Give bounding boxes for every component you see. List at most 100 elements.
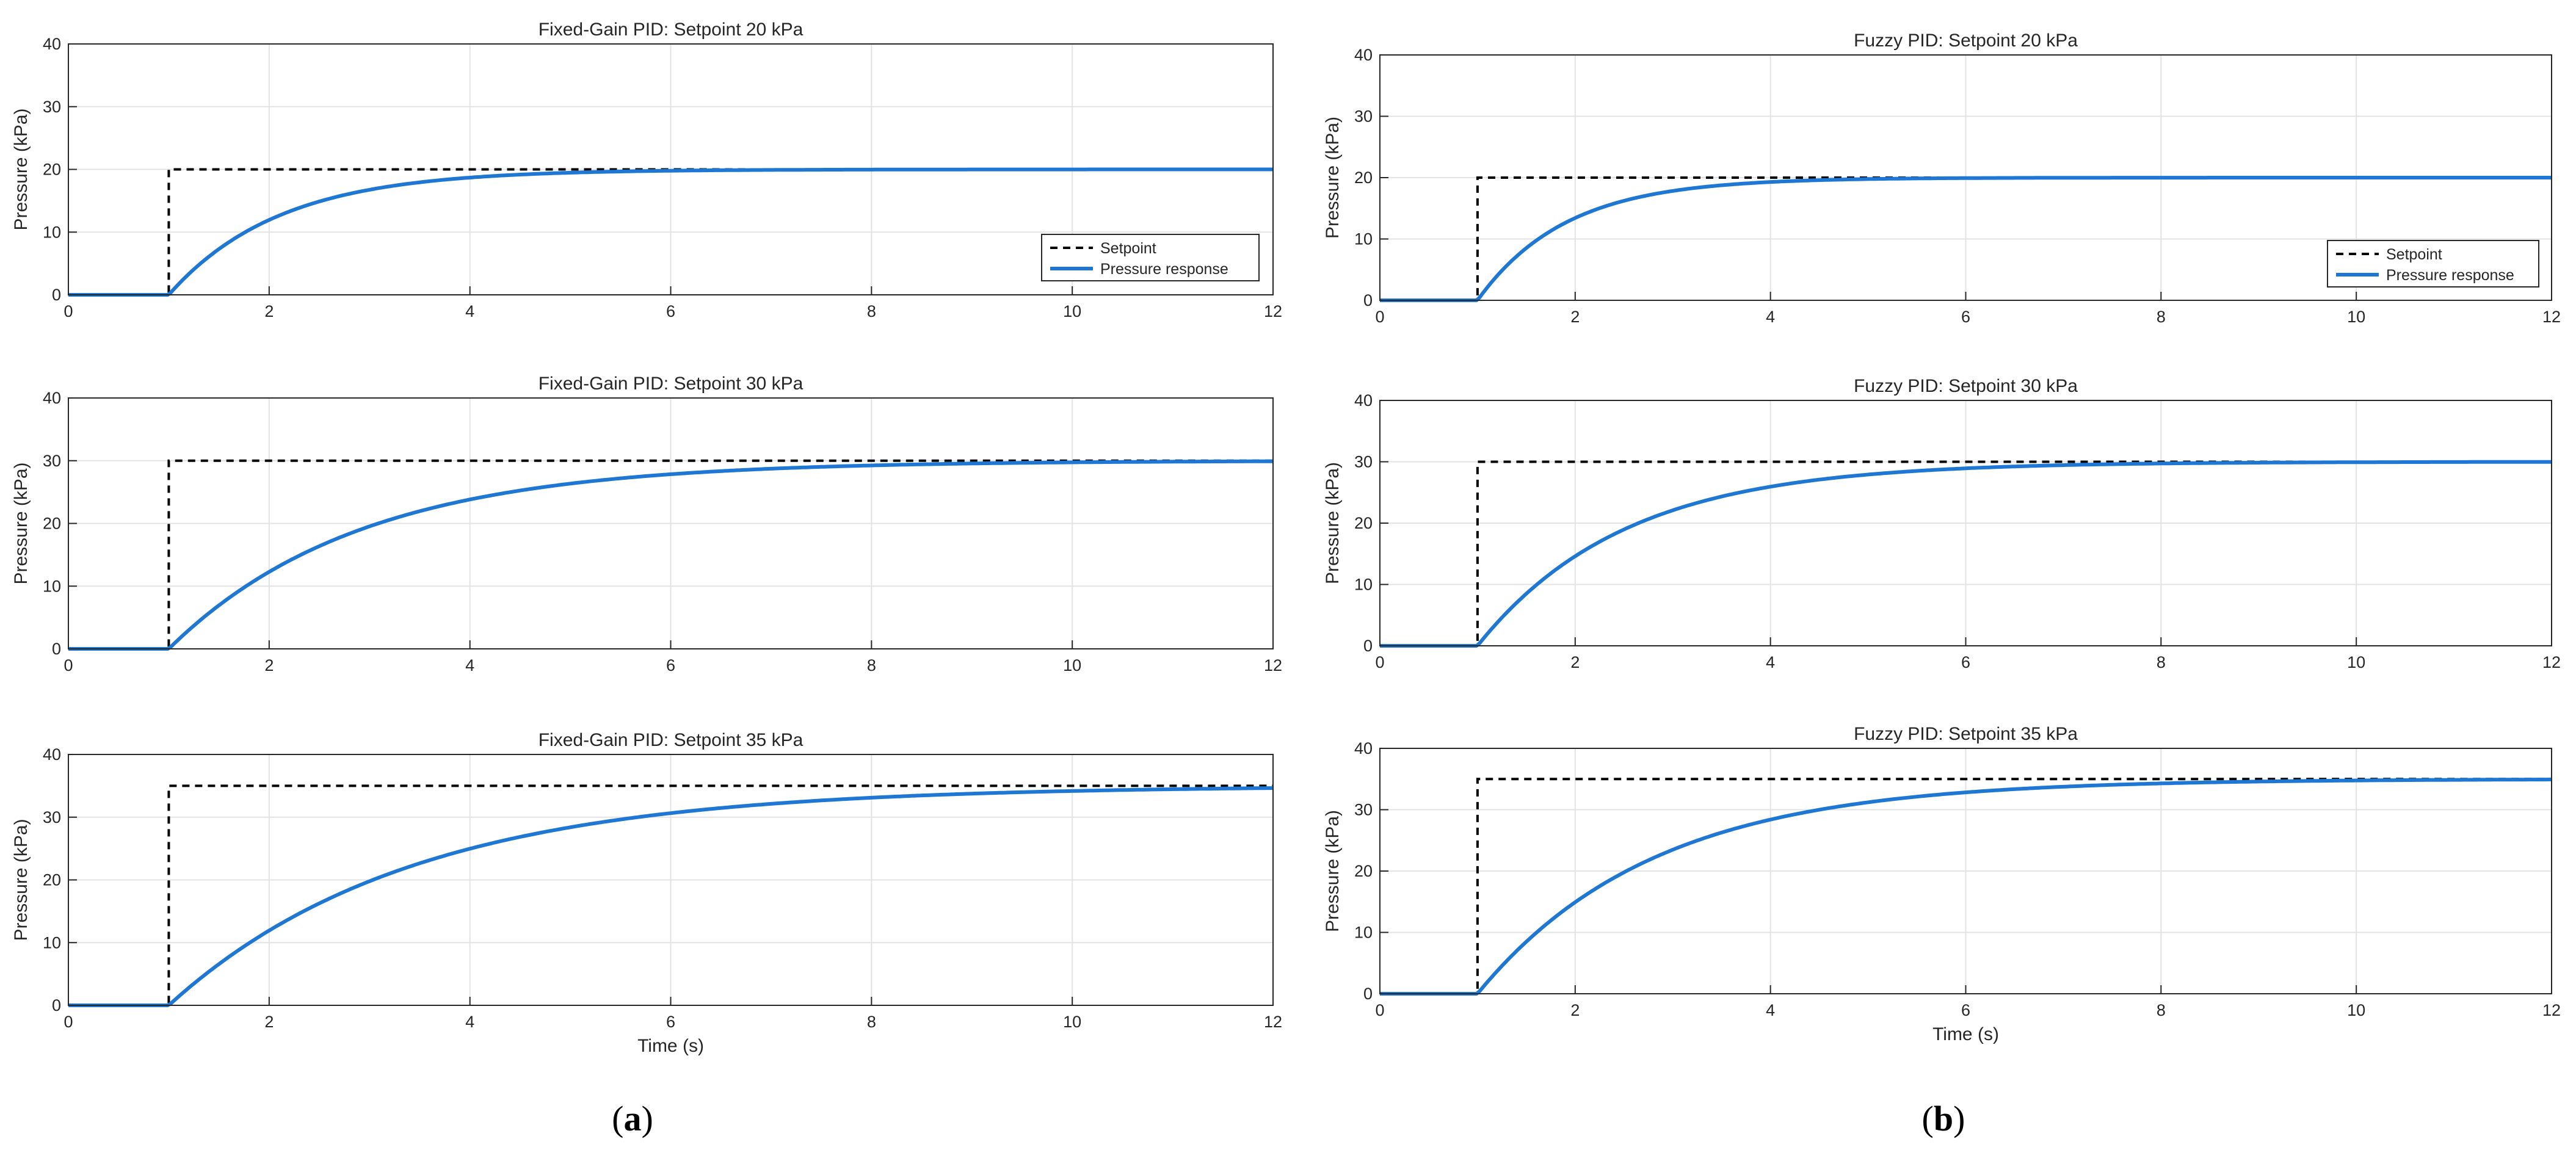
y-tick-label: 30 [1354,801,1373,819]
x-tick-label: 4 [465,302,474,320]
y-tick-label: 30 [1354,453,1373,471]
legend-response-label: Pressure response [1100,261,1228,278]
x-tick-label: 10 [2347,653,2365,671]
pressure-response-line [1380,176,2552,302]
y-tick-label: 20 [1354,514,1373,532]
legend-setpoint-label: Setpoint [2386,246,2442,263]
x-tick-label: 10 [2347,1001,2365,1019]
y-axis-label: Pressure (kPa) [1322,117,1343,239]
y-axis-label: Pressure (kPa) [1322,810,1343,932]
x-tick-label: 12 [2542,308,2561,326]
x-tick-label: 6 [666,302,675,320]
panel-label-b: (b) [1922,1099,1965,1138]
setpoint-line [68,784,1273,1007]
x-tick-label: 0 [1375,1001,1384,1019]
chart-panel-4: 0 2 4 6 8 10 12 0 10 20 30 40 Fuzzy PID: Setpoint 20… [1322,31,2561,326]
x-tick-label: 0 [63,302,73,320]
x-tick-label: 10 [1063,1013,1081,1031]
y-tick-label: 10 [43,933,61,952]
legend-setpoint-label: Setpoint [1100,240,1156,257]
legend-response-label: Pressure response [2386,267,2514,284]
x-tick-label: 6 [666,656,675,674]
x-tick-label: 6 [1961,308,1970,326]
x-tick-label: 6 [1961,653,1970,671]
y-tick-label: 0 [52,640,61,658]
x-tick-label: 2 [264,302,274,320]
y-tick-label: 40 [1354,739,1373,758]
chart-title: Fixed-Gain PID: Setpoint 20 kPa [539,20,804,40]
x-tick-label: 10 [1063,656,1081,674]
x-tick-label: 10 [1063,302,1081,320]
y-tick-label: 20 [43,515,61,533]
legend: Setpoint Pressure response [2327,240,2539,288]
x-axis-label: Time (s) [637,1036,704,1056]
chart-panel-5: 0 2 4 6 8 10 12 0 10 20 30 40 Fuzzy PID: Setpoint 30… [1322,376,2561,671]
chart-title: Fuzzy PID: Setpoint 20 kPa [1854,31,2078,51]
x-tick-label: 12 [1264,656,1282,674]
y-tick-label: 20 [1354,862,1373,880]
x-tick-label: 12 [2542,653,2561,671]
legend-box [1041,234,1260,281]
y-tick-label: 40 [1354,46,1373,64]
y-axis-label: Pressure (kPa) [1322,462,1343,584]
pressure-response-line [1380,460,2552,648]
x-tick-label: 8 [867,656,876,674]
y-tick-label: 10 [43,577,61,595]
x-tick-label: 12 [1264,302,1282,320]
y-tick-label: 0 [1363,985,1373,1003]
y-tick-label: 20 [43,161,61,179]
y-tick-label: 20 [43,871,61,889]
x-tick-label: 12 [1264,1013,1282,1031]
y-tick-label: 30 [43,808,61,826]
setpoint-line [1380,778,2552,995]
y-tick-label: 10 [1354,230,1373,248]
x-tick-label: 8 [867,302,876,320]
chart-title: Fuzzy PID: Setpoint 30 kPa [1854,376,2078,396]
y-tick-label: 0 [1363,637,1373,655]
y-tick-label: 10 [1354,924,1373,942]
pressure-response-line [1380,778,2552,996]
chart-title: Fixed-Gain PID: Setpoint 35 kPa [539,730,804,750]
x-tick-label: 2 [264,656,274,674]
x-tick-label: 2 [1570,653,1580,671]
chart-panel-2: 0 2 4 6 8 10 12 0 10 20 30 40 Fixed-Gain PID: Setpoi… [11,374,1282,674]
y-tick-label: 40 [43,35,61,53]
y-tick-label: 10 [1354,576,1373,594]
y-tick-label: 20 [1354,168,1373,187]
y-tick-label: 30 [43,452,61,470]
legend-box [2327,240,2539,288]
y-tick-label: 0 [1363,291,1373,309]
pressure-response-line [68,459,1273,651]
y-tick-label: 40 [43,745,61,764]
x-tick-label: 0 [1375,653,1384,671]
y-tick-label: 40 [1354,391,1373,410]
chart-title: Fuzzy PID: Setpoint 35 kPa [1854,724,2078,744]
y-tick-label: 0 [52,286,61,304]
x-tick-label: 0 [1375,308,1384,326]
x-tick-label: 8 [2157,1001,2166,1019]
x-tick-label: 4 [1766,308,1775,326]
x-tick-label: 4 [465,1013,474,1031]
x-tick-label: 6 [1961,1001,1970,1019]
y-axis-label: Pressure (kPa) [11,108,31,230]
chart-panel-6: 0 2 4 6 8 10 12 0 10 20 30 40 Fuzzy PID: Setpoint 35… [1322,724,2561,1044]
setpoint-line [68,459,1273,650]
x-tick-label: 10 [2347,308,2365,326]
x-tick-label: 12 [2542,1001,2561,1019]
panel-label-a: (a) [612,1099,653,1138]
x-tick-label: 8 [2157,653,2166,671]
y-tick-label: 40 [43,389,61,407]
chart-panel-3: 0 2 4 6 8 10 12 0 10 20 30 40 Fixed-Gain PID: Setpoi… [11,730,1282,1056]
y-tick-label: 30 [43,98,61,116]
pressure-response-line [68,167,1273,297]
pressure-response-line [68,786,1273,1007]
x-tick-label: 0 [63,1013,73,1031]
x-tick-label: 0 [63,656,73,674]
x-tick-label: 4 [1766,653,1775,671]
x-tick-label: 8 [867,1013,876,1031]
y-axis-label: Pressure (kPa) [11,819,31,941]
x-tick-label: 4 [1766,1001,1775,1019]
y-tick-label: 10 [43,223,61,241]
x-tick-label: 4 [465,656,474,674]
